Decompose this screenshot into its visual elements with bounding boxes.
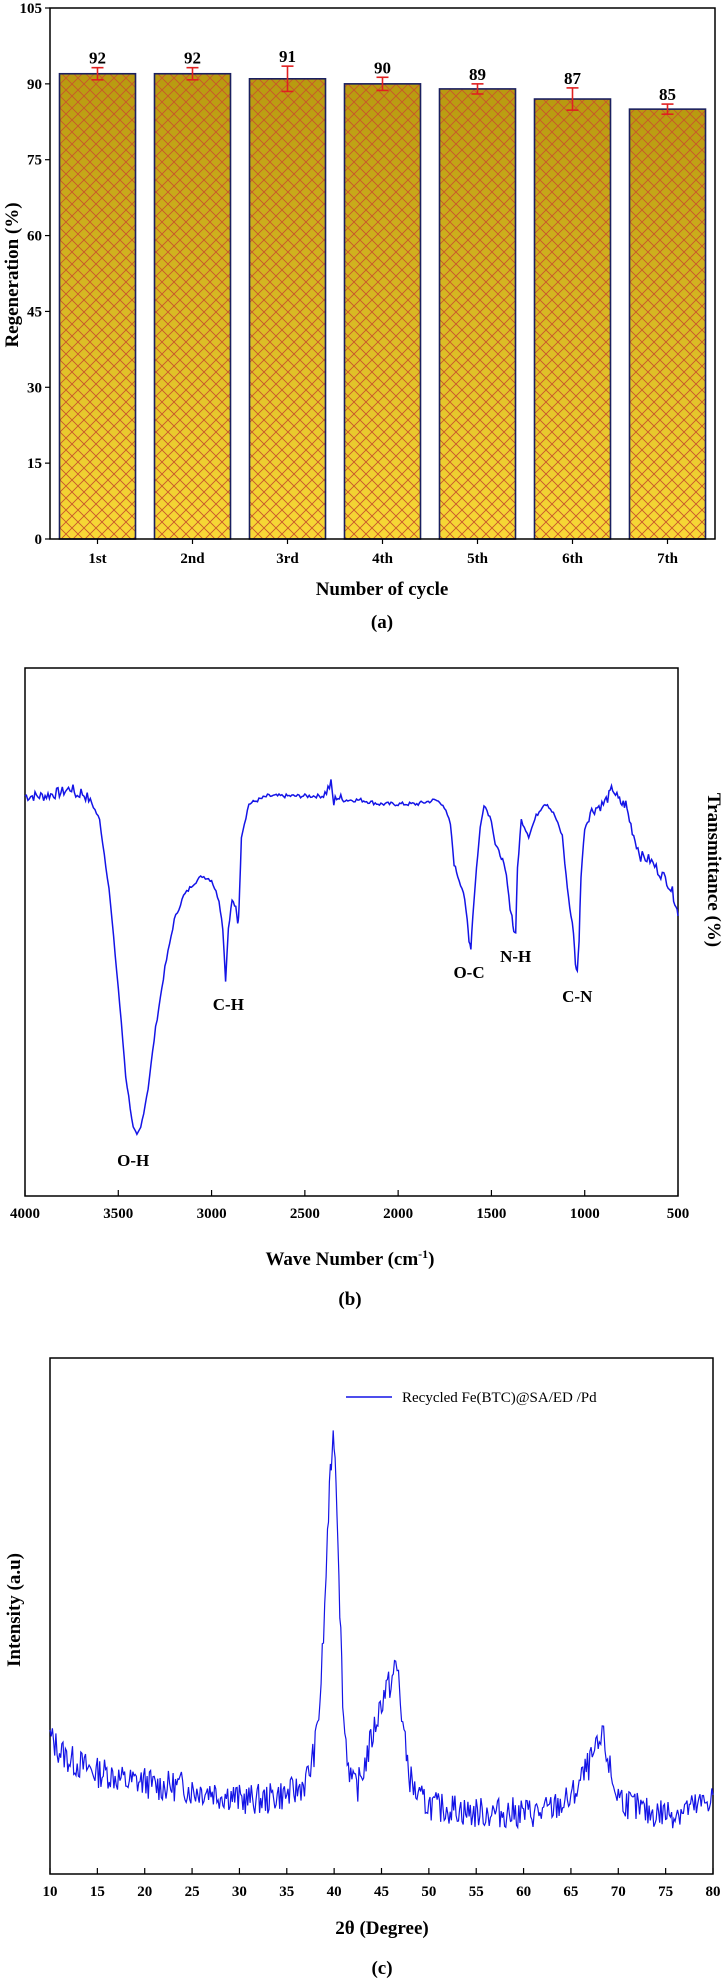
x-tick-label: 3000 bbox=[197, 1206, 227, 1222]
x-tick-label: 40 bbox=[327, 1884, 342, 1900]
y-axis-title: Intensity (a.u) bbox=[4, 1553, 25, 1667]
x-tick-label: 3500 bbox=[103, 1206, 133, 1222]
x-tick-label: 4000 bbox=[10, 1206, 40, 1222]
bar-hatch bbox=[438, 88, 517, 540]
y-tick-label: 30 bbox=[27, 380, 42, 396]
x-tick-label: 2000 bbox=[383, 1206, 413, 1222]
x-tick-label: 50 bbox=[421, 1884, 436, 1900]
y-tick-label: 15 bbox=[27, 456, 42, 472]
bar-hatch bbox=[343, 83, 422, 540]
bar-value-label: 92 bbox=[184, 49, 201, 68]
x-tick-label: 2nd bbox=[180, 551, 205, 567]
bar-hatch bbox=[533, 98, 612, 540]
peak-label: N-H bbox=[500, 947, 531, 966]
x-tick-label: 10 bbox=[43, 1884, 58, 1900]
peak-label: O-H bbox=[117, 1151, 149, 1170]
y-axis-title: Regeneration (%) bbox=[2, 202, 23, 347]
y-tick-label: 60 bbox=[27, 229, 42, 245]
legend: Recycled Fe(BTC)@SA/ED /Pd bbox=[346, 1390, 597, 1406]
x-tick-label: 25 bbox=[185, 1884, 200, 1900]
x-tick-label: 35 bbox=[279, 1884, 294, 1900]
peak-label: O-C bbox=[453, 963, 484, 982]
bar-value-label: 90 bbox=[374, 58, 391, 77]
plot-frame bbox=[24, 667, 679, 1197]
x-axis-ticks: 1st 2nd 3rd 4th 5th 6th 7th bbox=[88, 539, 679, 567]
bar-hatch bbox=[248, 78, 327, 540]
bar-value-label: 85 bbox=[659, 85, 676, 104]
x-axis-ticks: 10 15 20 25 30 35 40 45 50 55 60 65 70 75 80 bbox=[43, 1868, 721, 1900]
xrd-pattern-line bbox=[49, 1430, 714, 1830]
x-tick-label: 1st bbox=[88, 551, 106, 567]
x-tick-label: 20 bbox=[137, 1884, 152, 1900]
y-tick-label: 45 bbox=[27, 304, 42, 320]
x-tick-label: 1000 bbox=[570, 1206, 600, 1222]
x-tick-label: 45 bbox=[374, 1884, 389, 1900]
peak-label: C-H bbox=[213, 995, 244, 1014]
bar-hatch bbox=[153, 72, 232, 540]
x-tick-label: 2500 bbox=[290, 1206, 320, 1222]
plot-frame bbox=[49, 1357, 714, 1875]
y-axis-ticks: 0 15 30 45 60 75 90 105 bbox=[20, 1, 50, 548]
bar-group bbox=[58, 72, 707, 540]
panel-c-xrd-pattern: Recycled Fe(BTC)@SA/ED /Pd 10 15 20 25 30 35 4… bbox=[4, 1357, 721, 1979]
y-axis-title: Transmittance (%) bbox=[703, 793, 724, 947]
x-axis-title: Number of cycle bbox=[316, 579, 449, 600]
bar-value-label: 92 bbox=[89, 49, 106, 68]
panel-b-ftir-spectrum: O-H C-H O-C N-H C-N 4000 3500 3000 2500 2000 1500… bbox=[10, 667, 724, 1310]
spectrum-line bbox=[24, 779, 679, 1137]
x-tick-label: 65 bbox=[563, 1884, 578, 1900]
error-bar-group bbox=[91, 65, 674, 115]
peak-label: C-N bbox=[562, 987, 593, 1006]
x-axis-ticks: 4000 3500 3000 2500 2000 1500 1000 500 bbox=[10, 1190, 689, 1222]
legend-label: Recycled Fe(BTC)@SA/ED /Pd bbox=[402, 1390, 597, 1406]
x-tick-label: 6th bbox=[562, 551, 583, 567]
bar-value-label: 87 bbox=[564, 69, 582, 88]
x-axis-title: 2θ (Degree) bbox=[335, 1918, 428, 1939]
x-axis-title-main: Wave Number (cm bbox=[265, 1249, 418, 1270]
y-tick-label: 75 bbox=[27, 153, 42, 169]
bar-hatch bbox=[58, 72, 137, 540]
x-tick-label: 60 bbox=[516, 1884, 531, 1900]
x-tick-label: 15 bbox=[90, 1884, 105, 1900]
panel-a-bar-chart: 92 92 91 90 89 87 85 0 15 30 45 60 75 90 105 1st 2nd 3r… bbox=[2, 1, 716, 633]
peak-annotations: O-H C-H O-C N-H C-N bbox=[117, 947, 593, 1170]
x-axis-title-end: ) bbox=[428, 1249, 434, 1270]
bar-value-label-group: 92 92 91 90 89 87 85 bbox=[89, 47, 676, 104]
bar-value-label: 89 bbox=[469, 65, 486, 84]
y-tick-label: 105 bbox=[20, 1, 43, 17]
x-tick-label: 70 bbox=[611, 1884, 626, 1900]
x-tick-label: 1500 bbox=[476, 1206, 506, 1222]
x-tick-label: 55 bbox=[469, 1884, 484, 1900]
x-tick-label: 80 bbox=[706, 1884, 721, 1900]
x-tick-label: 7th bbox=[657, 551, 678, 567]
y-tick-label: 0 bbox=[35, 532, 43, 548]
panel-label-a: (a) bbox=[371, 612, 393, 633]
x-tick-label: 5th bbox=[467, 551, 488, 567]
x-tick-label: 75 bbox=[658, 1884, 673, 1900]
panel-label-c: (c) bbox=[371, 1958, 392, 1979]
panel-label-b: (b) bbox=[338, 1289, 361, 1310]
x-tick-label: 500 bbox=[667, 1206, 690, 1222]
x-axis-title-sup: -1 bbox=[418, 1247, 428, 1261]
x-axis-title: Wave Number (cm-1) bbox=[265, 1247, 434, 1270]
bar-hatch bbox=[628, 108, 707, 540]
x-tick-label: 3rd bbox=[276, 551, 299, 567]
y-tick-label: 90 bbox=[27, 77, 42, 93]
x-tick-label: 4th bbox=[372, 551, 393, 567]
x-tick-label: 30 bbox=[232, 1884, 247, 1900]
bar-value-label: 91 bbox=[279, 47, 296, 66]
